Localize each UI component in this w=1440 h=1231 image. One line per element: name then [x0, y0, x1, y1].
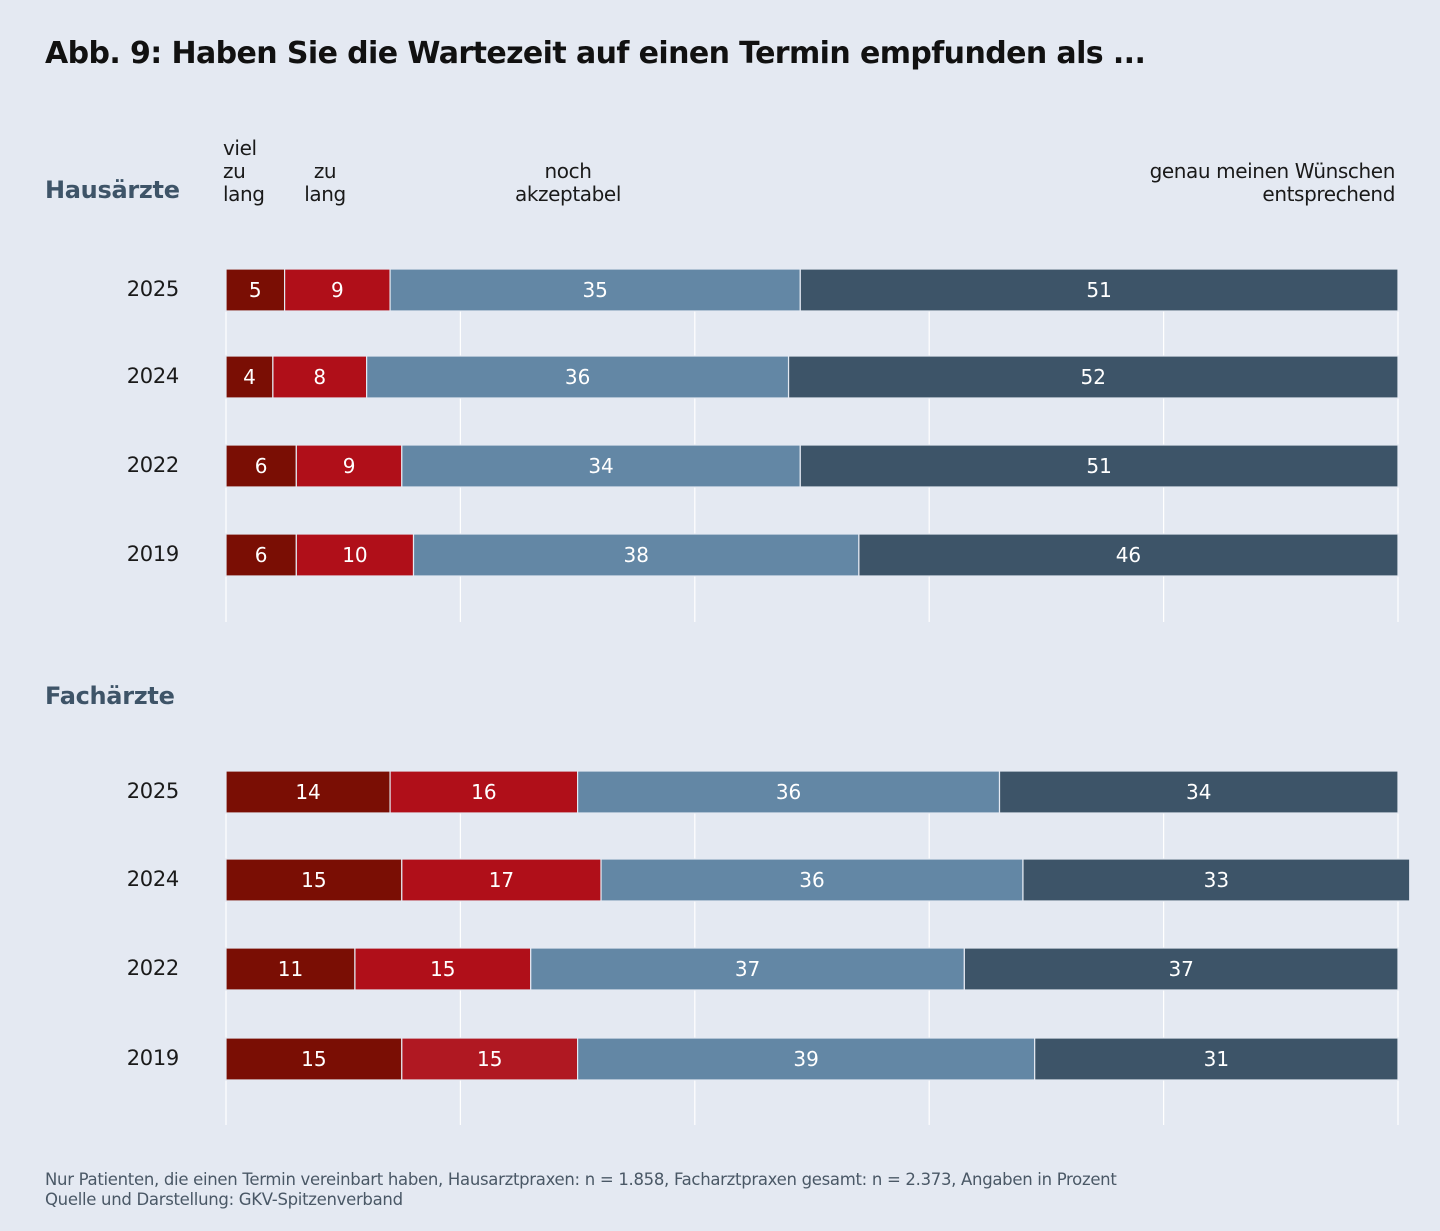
- segment-viel-zu-lang: [225, 355, 274, 399]
- segment-genau: [998, 770, 1399, 814]
- group-label-fachaerzte: Fachärzte: [45, 682, 175, 710]
- data-label: 4: [243, 365, 256, 389]
- data-label: 14: [295, 780, 320, 804]
- year-label: 2025: [126, 277, 180, 301]
- legend-label-genau: genau meinen Wünschen entsprechend: [1045, 159, 1396, 206]
- data-label: 10: [342, 543, 367, 567]
- year-label: 2025: [126, 779, 180, 803]
- segment-genau: [963, 947, 1399, 991]
- data-label: 36: [799, 868, 824, 892]
- segment-zu-lang: [354, 947, 532, 991]
- year-label: 2019: [126, 1046, 180, 1070]
- data-label: 46: [1116, 543, 1141, 567]
- data-label: 6: [255, 454, 268, 478]
- data-label: 36: [565, 365, 590, 389]
- data-label: 33: [1204, 868, 1229, 892]
- segment-genau: [787, 355, 1399, 399]
- segment-noch-akzeptabel: [401, 444, 801, 488]
- legend-label-line: viel: [223, 136, 257, 160]
- legend-label-line: noch: [544, 159, 592, 183]
- segment-genau: [1034, 1037, 1399, 1081]
- year-label: 2022: [126, 956, 180, 980]
- data-label: 16: [471, 780, 496, 804]
- legend-label-noch-akzeptabel: noch akzeptabel: [468, 160, 668, 206]
- segment-genau: [799, 444, 1399, 488]
- year-label: 2024: [126, 364, 180, 388]
- data-label: 37: [1168, 957, 1193, 981]
- segment-viel-zu-lang: [225, 858, 403, 902]
- segment-viel-zu-lang: [225, 770, 391, 814]
- data-label: 52: [1081, 365, 1106, 389]
- segment-noch-akzeptabel: [530, 947, 965, 991]
- segment-noch-akzeptabel: [600, 858, 1024, 902]
- legend-label-line: akzeptabel: [515, 182, 621, 206]
- data-label: 51: [1086, 278, 1111, 302]
- segment-noch-akzeptabel: [576, 770, 1001, 814]
- data-label: 8: [313, 365, 326, 389]
- footnote-sample: Nur Patienten, die einen Termin vereinba…: [45, 1170, 1117, 1189]
- segment-viel-zu-lang: [225, 533, 297, 577]
- data-label: 5: [249, 278, 262, 302]
- legend-label-zu-lang: zu lang: [298, 160, 352, 206]
- segment-viel-zu-lang: [225, 1037, 403, 1081]
- segment-zu-lang: [284, 268, 391, 312]
- legend-label-line: zu: [223, 159, 246, 183]
- data-label: 15: [477, 1047, 502, 1071]
- legend-label-line: lang: [223, 182, 265, 206]
- legend-label-line: lang: [304, 182, 346, 206]
- data-label: 34: [1186, 780, 1211, 804]
- segment-zu-lang: [295, 533, 415, 577]
- segment-noch-akzeptabel: [412, 533, 860, 577]
- year-label: 2024: [126, 867, 180, 891]
- legend-label-line: genau meinen Wünschen: [1149, 159, 1396, 183]
- data-label: 17: [489, 868, 514, 892]
- group-label-hausaerzte: Hausärzte: [45, 176, 180, 204]
- legend-label-viel-zu-lang: viel zu lang: [223, 137, 265, 206]
- footnote-source: Quelle und Darstellung: GKV-Spitzenverba…: [45, 1190, 403, 1209]
- data-label: 35: [582, 278, 607, 302]
- data-label: 51: [1086, 454, 1111, 478]
- segment-noch-akzeptabel: [366, 355, 790, 399]
- segment-noch-akzeptabel: [576, 1037, 1036, 1081]
- data-label: 34: [588, 454, 613, 478]
- data-label: 36: [776, 780, 801, 804]
- data-label: 15: [301, 1047, 326, 1071]
- segment-zu-lang: [401, 858, 602, 902]
- segment-zu-lang: [401, 1037, 579, 1081]
- data-label: 37: [735, 957, 760, 981]
- segment-noch-akzeptabel: [389, 268, 801, 312]
- year-label: 2022: [126, 453, 180, 477]
- data-label: 39: [793, 1047, 818, 1071]
- segment-genau: [1022, 858, 1411, 902]
- segment-zu-lang: [389, 770, 579, 814]
- data-label: 9: [331, 278, 344, 302]
- data-label: 15: [301, 868, 326, 892]
- segment-genau: [858, 533, 1399, 577]
- segment-viel-zu-lang: [225, 947, 356, 991]
- segment-viel-zu-lang: [225, 268, 286, 312]
- legend-label-line: zu: [313, 159, 337, 183]
- data-label: 38: [623, 543, 648, 567]
- segment-zu-lang: [295, 444, 403, 488]
- data-label: 15: [430, 957, 455, 981]
- segment-zu-lang: [272, 355, 368, 399]
- year-label: 2019: [126, 542, 180, 566]
- legend-label-line: entsprechend: [1262, 182, 1395, 206]
- data-label: 9: [343, 454, 356, 478]
- chart-title: Abb. 9: Haben Sie die Wartezeit auf eine…: [45, 36, 1146, 71]
- segment-genau: [799, 268, 1399, 312]
- data-label: 6: [255, 543, 268, 567]
- data-label: 31: [1204, 1047, 1229, 1071]
- data-label: 11: [278, 957, 303, 981]
